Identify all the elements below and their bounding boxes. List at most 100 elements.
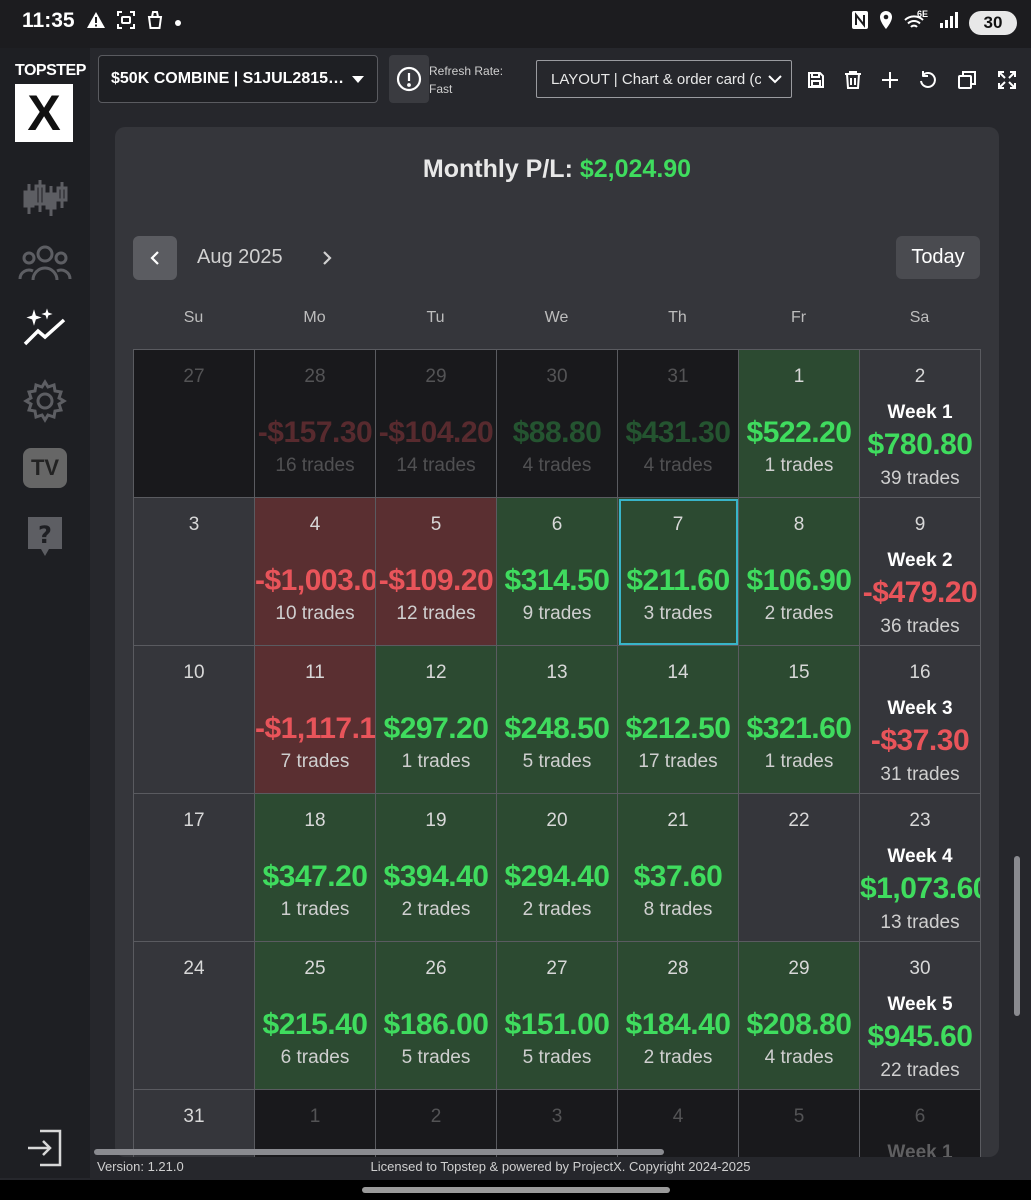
sidebar-item-analytics[interactable]: [18, 303, 72, 353]
day-trade-count: 12 trades: [396, 603, 476, 624]
calendar-day-cell[interactable]: 31 $431.30 4 trades: [618, 350, 739, 498]
calendar-day-cell[interactable]: 22: [739, 794, 860, 942]
calendar-day-cell[interactable]: 5 -$109.20 12 trades: [376, 498, 497, 646]
calendar-day-cell[interactable]: 12 $297.20 1 trades: [376, 646, 497, 794]
day-trade-count: 4 trades: [522, 455, 592, 476]
calendar-day-cell[interactable]: 18 $347.20 1 trades: [255, 794, 376, 942]
account-select[interactable]: $50K COMBINE | S1JUL2815…: [98, 55, 378, 103]
day-number: 24: [183, 958, 205, 979]
undo-icon: [920, 71, 936, 88]
day-number: 1: [793, 366, 805, 387]
day-pnl-value: $248.50: [504, 712, 610, 745]
calendar-day-cell[interactable]: 1: [255, 1090, 376, 1157]
day-pnl-value: $314.50: [504, 564, 610, 597]
day-pnl-value: $186.00: [383, 1008, 489, 1041]
weekday-label: Su: [183, 309, 204, 326]
vertical-scrollbar[interactable]: [1014, 856, 1020, 1016]
calendar-day-cell[interactable]: 27: [134, 350, 255, 498]
calendar-day-cell[interactable]: 15 $321.60 1 trades: [739, 646, 860, 794]
save-layout-button[interactable]: [804, 68, 828, 92]
sidebar-item-tradingview[interactable]: TV: [18, 443, 72, 493]
calendar-day-cell[interactable]: 29 $208.80 4 trades: [739, 942, 860, 1090]
calendar-day-cell[interactable]: 26 $186.00 5 trades: [376, 942, 497, 1090]
day-number: 28: [667, 958, 689, 979]
calendar-day-cell[interactable]: 25 $215.40 6 trades: [255, 942, 376, 1090]
calendar-day-cell[interactable]: 11 -$1,117.10 7 trades: [255, 646, 376, 794]
users-icon: [18, 245, 72, 281]
status-bar: 11:35 6E 30: [0, 0, 1031, 48]
refresh-rate[interactable]: Refresh Rate: Fast: [429, 62, 503, 98]
calendar-day-cell[interactable]: 17: [134, 794, 255, 942]
day-trade-count: 5 trades: [522, 751, 592, 772]
delete-layout-button[interactable]: [841, 68, 865, 92]
layout-select[interactable]: LAYOUT | Chart & order card (c: [536, 60, 792, 98]
calendar-day-cell[interactable]: 1 $522.20 1 trades: [739, 350, 860, 498]
calendar-day-cell[interactable]: 13 $248.50 5 trades: [497, 646, 618, 794]
sidebar-item-help[interactable]: ?: [18, 512, 72, 562]
day-number: 5: [793, 1106, 805, 1127]
day-trade-count: 2 trades: [764, 603, 834, 624]
windows-icon: [958, 71, 976, 89]
calendar-day-cell[interactable]: 21 $37.60 8 trades: [618, 794, 739, 942]
weekday-label: Fr: [790, 309, 807, 326]
sidebar-item-settings[interactable]: [18, 376, 72, 426]
calendar-day-cell[interactable]: 10: [134, 646, 255, 794]
day-trade-count: 4 trades: [643, 455, 713, 476]
day-number: 31: [667, 366, 689, 387]
calendar-day-cell[interactable]: 28 -$157.30 16 trades: [255, 350, 376, 498]
alert-button[interactable]: [389, 55, 429, 103]
calendar-day-cell[interactable]: 28 $184.40 2 trades: [618, 942, 739, 1090]
home-gesture-handle[interactable]: [362, 1187, 670, 1193]
weekday-label: Mo: [303, 309, 326, 326]
calendar-day-cell[interactable]: 19 $394.40 2 trades: [376, 794, 497, 942]
day-pnl-value: $208.80: [746, 1008, 852, 1041]
day-pnl-value: -$104.20: [378, 416, 494, 449]
calendar-day-cell[interactable]: 7 $211.60 3 trades: [618, 498, 739, 646]
day-pnl-value: -$109.20: [378, 564, 494, 597]
fullscreen-button[interactable]: [995, 68, 1019, 92]
week-summary-cell[interactable]: 9 Week 2 -$479.20 36 trades: [860, 498, 981, 646]
previous-month-button[interactable]: [133, 236, 177, 280]
day-pnl-value: $394.40: [383, 860, 489, 893]
calendar-day-cell[interactable]: 4: [618, 1090, 739, 1157]
calendar-day-cell[interactable]: 8 $106.90 2 trades: [739, 498, 860, 646]
calendar-day-cell[interactable]: 6 $314.50 9 trades: [497, 498, 618, 646]
day-trade-count: 16 trades: [275, 455, 355, 476]
calendar-day-cell[interactable]: 29 -$104.20 14 trades: [376, 350, 497, 498]
logout-button[interactable]: [18, 1123, 72, 1173]
calendar-day-cell[interactable]: 3: [497, 1090, 618, 1157]
day-trade-count: 6 trades: [280, 1047, 350, 1068]
app-icon: [146, 10, 164, 35]
calendar-day-cell[interactable]: 31: [134, 1090, 255, 1157]
popout-button[interactable]: [955, 68, 979, 92]
calendar-day-cell[interactable]: 5: [739, 1090, 860, 1157]
add-layout-button[interactable]: [878, 68, 902, 92]
week-pnl-value: -$37.30: [870, 724, 970, 757]
calendar-day-cell[interactable]: 14 $212.50 17 trades: [618, 646, 739, 794]
next-month-button[interactable]: [315, 244, 339, 272]
calendar-day-cell[interactable]: 30 $88.80 4 trades: [497, 350, 618, 498]
topstep-logo[interactable]: TOPSTEP X: [15, 62, 86, 146]
calendar-day-cell[interactable]: 20 $294.40 2 trades: [497, 794, 618, 942]
week-summary-cell[interactable]: 16 Week 3 -$37.30 31 trades: [860, 646, 981, 794]
week-label: Week 2: [887, 550, 953, 571]
calendar-day-cell[interactable]: 27 $151.00 5 trades: [497, 942, 618, 1090]
sidebar-item-community[interactable]: [18, 238, 72, 288]
today-button[interactable]: Today: [896, 236, 980, 279]
calendar-day-cell[interactable]: 3: [134, 498, 255, 646]
sidebar-item-charts[interactable]: [18, 173, 72, 223]
week-summary-cell[interactable]: 2 Week 1 $780.80 39 trades: [860, 350, 981, 498]
day-pnl-value: -$1,117.10: [255, 712, 376, 745]
day-number: 10: [183, 662, 205, 683]
calendar-day-cell[interactable]: 2: [376, 1090, 497, 1157]
week-summary-cell[interactable]: 23 Week 4 $1,073.60 13 trades: [860, 794, 981, 942]
week-summary-cell[interactable]: 6 Week 1: [860, 1090, 981, 1157]
sparkle-chart-icon: [23, 308, 66, 346]
horizontal-scrollbar[interactable]: [94, 1149, 664, 1155]
top-toolbar: $50K COMBINE | S1JUL2815… Refresh Rate: …: [90, 48, 1031, 118]
pnl-calendar-panel: Monthly P/L: $2,024.90 Aug 2025 Today Su…: [115, 127, 999, 1157]
calendar-day-cell[interactable]: 4 -$1,003.00 10 trades: [255, 498, 376, 646]
reset-layout-button[interactable]: [916, 68, 940, 92]
calendar-day-cell[interactable]: 24: [134, 942, 255, 1090]
week-summary-cell[interactable]: 30 Week 5 $945.60 22 trades: [860, 942, 981, 1090]
